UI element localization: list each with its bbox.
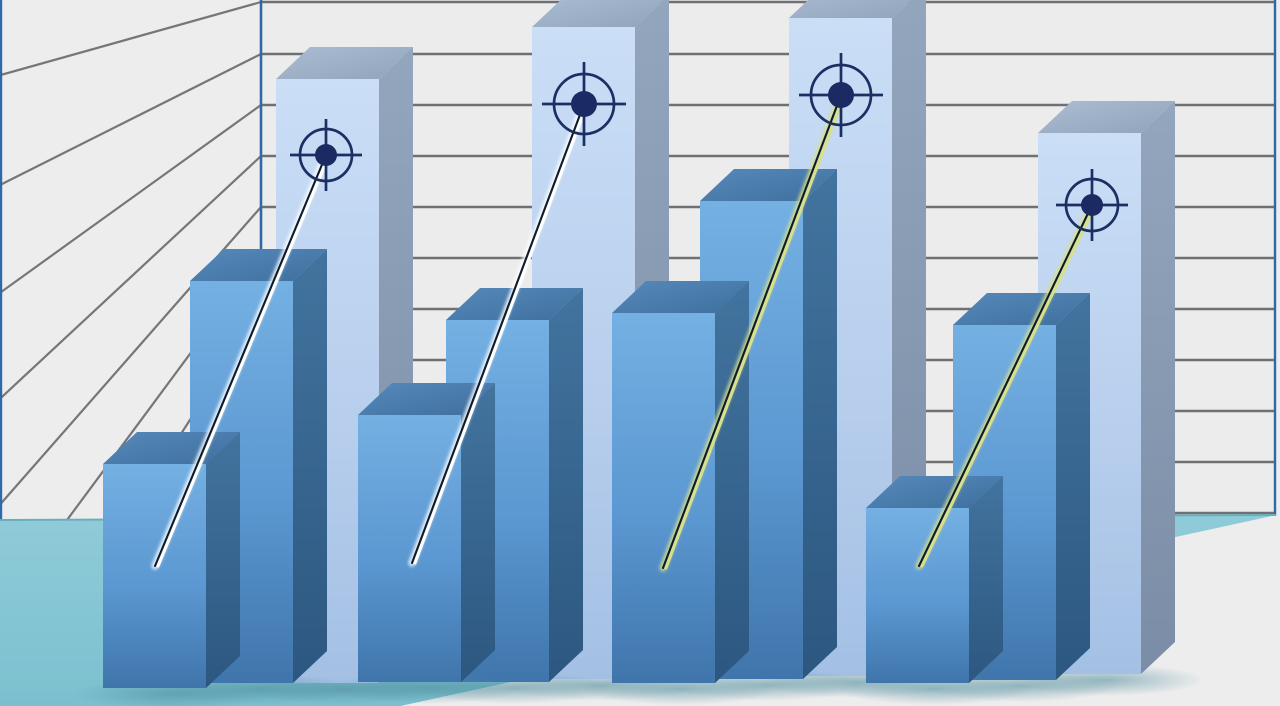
target-ring: [298, 127, 354, 183]
target-ring: [552, 72, 616, 136]
target-icon-1[interactable]: [290, 119, 362, 191]
bar-side-face: [461, 383, 495, 682]
arrow-core: [661, 93, 843, 570]
bar-top-face: [446, 288, 583, 320]
target-ring: [809, 63, 873, 127]
target-markers-layer: [290, 53, 1128, 241]
target-icon-2[interactable]: [542, 62, 626, 146]
target-icon-4[interactable]: [1056, 169, 1128, 241]
bar-g1-front[interactable]: [73, 432, 270, 706]
bar-side-face: [206, 432, 240, 688]
bar-top-face: [953, 293, 1090, 325]
bar-g3-front[interactable]: [582, 281, 779, 705]
target-ring: [1064, 177, 1120, 233]
bar-side-face: [1056, 293, 1090, 680]
arrow-highlight: [413, 102, 589, 565]
arrow-core: [153, 153, 328, 568]
bar-front-face: [866, 508, 969, 683]
bar-side-face: [715, 281, 749, 683]
bar-side-face: [549, 288, 583, 682]
bars-layer: [73, 0, 1205, 706]
bar-side-face: [293, 249, 327, 683]
target-core: [828, 82, 854, 108]
growth-arrow-2: [408, 100, 589, 567]
bar-front-face: [103, 464, 206, 688]
bar-front-face: [358, 415, 461, 682]
bar-top-face: [190, 249, 327, 281]
bar-top-face: [866, 476, 1003, 508]
bar-front-face: [612, 313, 715, 683]
bar-side-face: [969, 476, 1003, 683]
growth-arrow-4: [915, 201, 1097, 570]
target-core: [315, 144, 337, 166]
bar-top-face: [358, 383, 495, 415]
growth-arrow-3: [659, 91, 846, 572]
bar-top-face: [1038, 101, 1175, 133]
bar-top-face: [789, 0, 912, 18]
growth-arrow-1: [151, 151, 331, 570]
arrow-core: [410, 102, 586, 565]
bar-side-face: [803, 169, 837, 679]
bar-group-4: [836, 101, 1205, 705]
bar-g2-front[interactable]: [328, 383, 525, 704]
arrow-highlight: [664, 93, 846, 570]
growth-arrows-layer: [151, 91, 1097, 572]
arrow-highlight: [156, 153, 331, 568]
bar-top-face: [532, 0, 664, 27]
bar-g4-front[interactable]: [836, 476, 1033, 705]
target-icon-3[interactable]: [799, 53, 883, 137]
bar-side-face: [1141, 101, 1175, 674]
arrow-core: [917, 203, 1094, 568]
arrow-highlight: [920, 203, 1097, 568]
target-core: [571, 91, 597, 117]
bar-top-face: [612, 281, 749, 313]
bar-top-face: [276, 47, 413, 79]
target-core: [1081, 194, 1103, 216]
